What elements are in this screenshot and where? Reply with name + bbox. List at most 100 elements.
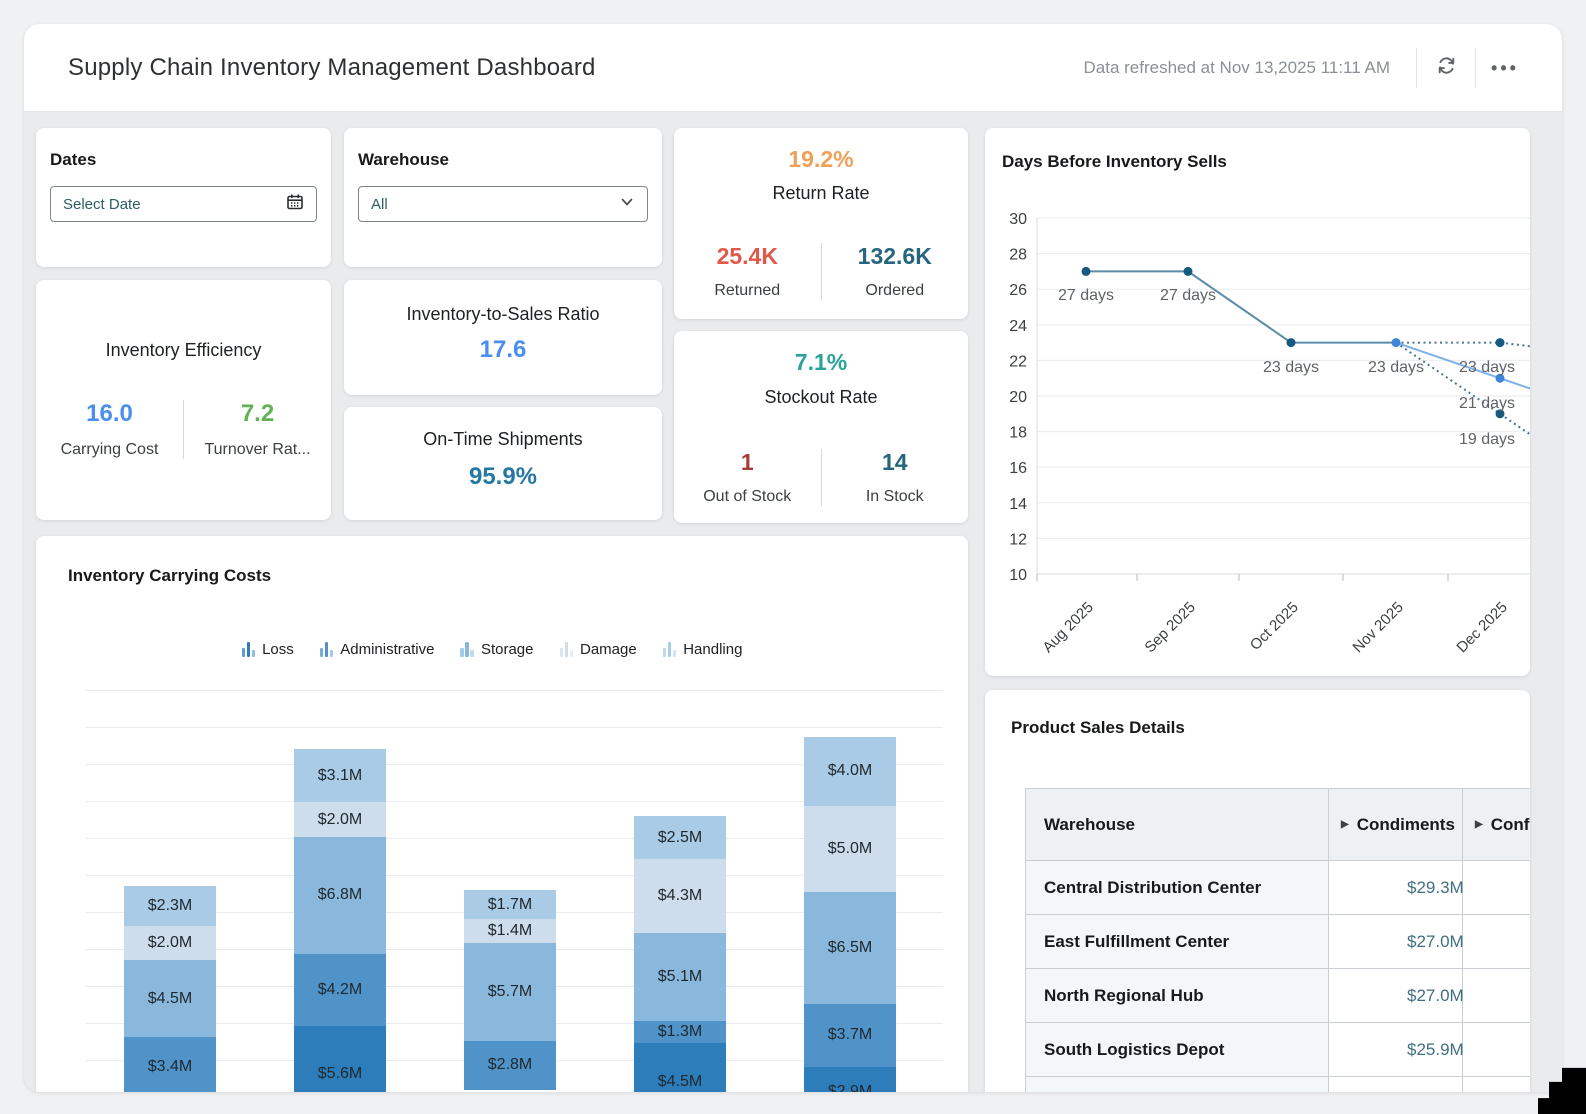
inventory-to-sales-card: Inventory-to-Sales Ratio 17.6: [344, 280, 662, 395]
bar-segment-label: $1.7M: [487, 895, 533, 913]
legend-label: Handling: [683, 641, 743, 658]
return-rate-title: Return Rate: [772, 183, 870, 203]
legend-bar-icon: [319, 642, 334, 657]
table-row[interactable]: North Regional Hub$27.0M$37.: [1026, 969, 1530, 1023]
page-title: Supply Chain Inventory Management Dashbo…: [68, 53, 596, 81]
bar-segment-handling: $3.1M: [294, 749, 386, 803]
svg-text:23 days: 23 days: [1368, 359, 1424, 376]
date-placeholder: Select Date: [63, 195, 141, 213]
dates-filter-card: Dates Select Date: [36, 128, 331, 267]
bar-segment-label: $5.1M: [657, 967, 703, 985]
svg-text:30: 30: [1009, 211, 1027, 228]
date-input[interactable]: Select Date: [50, 186, 317, 222]
stockout-rate-card: 7.1% Stockout Rate 1 Out of Stock 14 In …: [674, 331, 968, 523]
column-header-label: Warehouse: [1044, 814, 1136, 834]
bar-segment-loss: $2.9M: [804, 1067, 896, 1092]
more-options-button[interactable]: •••: [1476, 42, 1534, 94]
turnover-rate-label: Turnover Rat...: [204, 441, 311, 458]
svg-text:19 days: 19 days: [1459, 431, 1515, 448]
refresh-button[interactable]: [1417, 42, 1475, 94]
bar-segment-damage: $5.0M: [804, 805, 896, 892]
value-cell: $27.0M: [1329, 969, 1464, 1023]
bar-segment-label: $5.7M: [487, 983, 533, 1001]
bar-segment-storage: $5.7M: [464, 943, 556, 1042]
on-time-shipments-card: On-Time Shipments 95.9%: [344, 407, 662, 520]
warehouse-filter-card: Warehouse All: [344, 128, 662, 267]
svg-text:14: 14: [1009, 496, 1027, 513]
value-cell: $27.0M: [1329, 915, 1464, 969]
table-row[interactable]: South Logistics Depot$25.9M$38.: [1026, 1023, 1530, 1077]
legend-item-storage[interactable]: Storage: [460, 642, 534, 657]
app-header: Supply Chain Inventory Management Dashbo…: [24, 24, 1562, 112]
ordered-value: 132.6K: [857, 243, 932, 269]
bar-segment-loss: $5.6M: [294, 1025, 386, 1092]
column-header-confe[interactable]: ▶ Confe: [1463, 789, 1530, 861]
expand-icon[interactable]: ▶: [1475, 819, 1483, 830]
svg-text:27 days: 27 days: [1160, 287, 1216, 304]
column-header-condiments[interactable]: ▶ Condiments: [1329, 789, 1463, 861]
legend-item-loss[interactable]: Loss: [241, 641, 294, 658]
legend-bar-icon: [559, 642, 573, 657]
calendar-icon: [286, 193, 304, 216]
table-row-partial: [1026, 1077, 1530, 1092]
legend-item-handling[interactable]: Handling: [662, 641, 743, 658]
expand-icon[interactable]: ▶: [1341, 819, 1349, 830]
divider: [1475, 48, 1476, 88]
svg-text:Dec 2025: Dec 2025: [1453, 599, 1510, 656]
value-cell: $37.: [1463, 969, 1530, 1023]
column-header-warehouse[interactable]: Warehouse: [1026, 789, 1329, 861]
value-cell: $29.3M: [1329, 861, 1464, 915]
warehouse-select[interactable]: All: [358, 186, 648, 222]
value-cell: $31.: [1463, 915, 1530, 969]
bar-segment-label: $2.3M: [147, 896, 193, 914]
bar-segment-handling: $1.7M: [464, 890, 556, 920]
warehouse-cell: Central Distribution Center: [1026, 861, 1329, 915]
bar-segment-label: $2.9M: [827, 1083, 873, 1092]
table-header-row: Warehouse ▶ Condiments ▶ Confe: [1026, 789, 1530, 861]
svg-text:Sep 2025: Sep 2025: [1141, 599, 1198, 656]
bar-segment-administrative: $3.4M: [124, 1037, 216, 1092]
bar-segment-label: $3.4M: [147, 1057, 193, 1075]
product-sales-title: Product Sales Details: [1011, 718, 1185, 737]
bar-segment-label: $5.6M: [317, 1065, 363, 1083]
divider: [820, 449, 822, 506]
svg-text:22: 22: [1009, 353, 1027, 370]
svg-text:16: 16: [1009, 460, 1027, 477]
ellipsis-icon: •••: [1491, 57, 1519, 78]
refresh-icon: [1436, 55, 1457, 81]
bar-segment-label: $4.3M: [657, 886, 703, 904]
legend-item-administrative[interactable]: Administrative: [319, 642, 434, 657]
carrying-costs-title: Inventory Carrying Costs: [68, 566, 272, 585]
bar-segment-label: $3.1M: [317, 766, 363, 784]
chevron-down-icon: [619, 194, 635, 215]
legend-label: Loss: [262, 641, 294, 658]
table-row[interactable]: East Fulfillment Center$27.0M$31.: [1026, 915, 1530, 969]
carrying-cost-label: Carrying Cost: [60, 441, 159, 458]
svg-text:23 days: 23 days: [1459, 359, 1515, 376]
inventory-efficiency-title: Inventory Efficiency: [105, 340, 262, 360]
legend-item-damage[interactable]: Damage: [559, 642, 637, 657]
bar-segment-handling: $2.5M: [634, 816, 726, 859]
legend-bar-icon: [241, 642, 256, 657]
table-row[interactable]: Central Distribution Center$29.3M$42.: [1026, 861, 1530, 915]
bar-segment-damage: $2.0M: [294, 802, 386, 837]
warehouse-cell: South Logistics Depot: [1026, 1023, 1329, 1077]
divider: [1416, 48, 1417, 88]
refresh-timestamp: Data refreshed at Nov 13,2025 11:11 AM: [1083, 58, 1390, 77]
warehouse-cell: East Fulfillment Center: [1026, 915, 1329, 969]
bar-segment-label: $4.2M: [317, 980, 363, 998]
column-header-label: Confe: [1490, 814, 1530, 834]
days-before-inventory-card: Days Before Inventory Sells 30 28 26 24 22 20…: [985, 128, 1530, 676]
svg-text:20: 20: [1009, 389, 1027, 406]
bar-segment-storage: $6.8M: [294, 836, 386, 954]
bar-segment-storage: $4.5M: [124, 959, 216, 1038]
return-rate-value: 19.2%: [788, 146, 854, 172]
svg-text:Oct 2025: Oct 2025: [1247, 599, 1302, 654]
inventory-to-sales-title: Inventory-to-Sales Ratio: [406, 304, 600, 324]
warehouse-label: Warehouse: [358, 150, 450, 169]
svg-text:27 days: 27 days: [1058, 287, 1114, 304]
svg-text:12: 12: [1009, 531, 1027, 548]
value-cell: $38.: [1463, 1023, 1530, 1077]
bar-segment-label: $2.0M: [317, 810, 363, 828]
